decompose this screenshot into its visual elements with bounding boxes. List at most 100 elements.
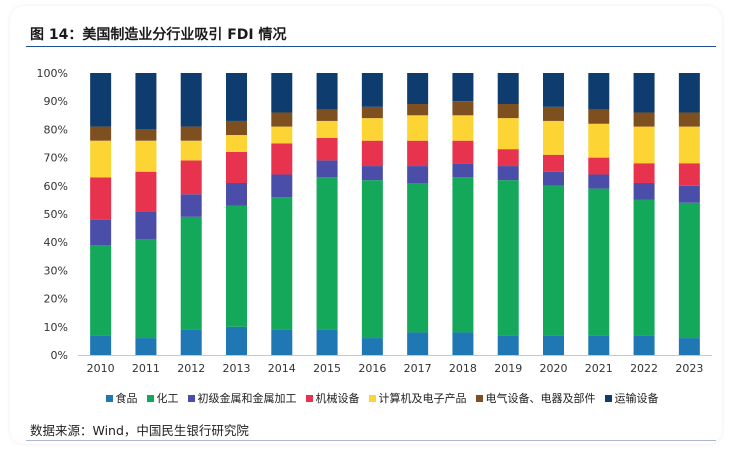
bar-segment: [407, 73, 429, 105]
bar-segment: [271, 174, 293, 198]
bar-segment: [180, 73, 202, 127]
bar-segment: [361, 73, 383, 107]
bar-segment: [452, 101, 474, 116]
bar-segment: [316, 160, 338, 178]
x-tick-label: 2012: [177, 362, 205, 375]
bar-segment: [497, 118, 519, 150]
legend-label: 初级金属和金属加工: [197, 392, 297, 405]
bar-segment: [226, 135, 247, 152]
bar-segment: [678, 112, 700, 127]
bar-segment: [497, 149, 519, 167]
bar-segment: [90, 140, 112, 178]
bar-segment: [588, 157, 610, 175]
x-tick-label: 2017: [404, 362, 432, 375]
bar-segment: [271, 197, 293, 330]
bar-segment: [361, 166, 383, 181]
bar-segment: [135, 239, 157, 339]
bar-segment: [633, 335, 655, 355]
bar-segment: [678, 338, 700, 355]
bar-segment: [361, 106, 383, 119]
bar-segment: [135, 338, 157, 355]
bar-segment: [678, 202, 700, 339]
bar-segment: [543, 106, 564, 121]
bar-segment: [226, 182, 247, 206]
bar-segment: [90, 335, 112, 355]
bar-segment: [226, 326, 247, 355]
legend-item: 计算机及电子产品: [368, 390, 467, 406]
bar-segment: [633, 73, 655, 113]
x-tick-label: 2023: [675, 362, 703, 375]
legend-swatch: [368, 394, 376, 402]
legend-swatch: [305, 394, 313, 402]
y-tick-label: 20%: [44, 293, 68, 306]
x-tick-label: 2010: [87, 362, 115, 375]
bar-segment: [90, 245, 112, 336]
y-tick-label: 90%: [44, 95, 68, 108]
bar-segment: [633, 199, 655, 336]
bar-segment: [543, 335, 564, 355]
bar-segment: [497, 166, 519, 181]
x-tick-label: 2015: [313, 362, 341, 375]
bar-segment: [316, 73, 338, 110]
bar-segment: [407, 140, 429, 167]
bar-segment: [588, 123, 610, 158]
bar-segment: [497, 180, 519, 336]
bar-segment: [271, 73, 293, 113]
bar-segment: [226, 205, 247, 327]
legend-swatch: [146, 394, 154, 402]
x-tick-label: 2011: [132, 362, 160, 375]
legend-label: 化工: [156, 392, 179, 405]
bar-segment: [407, 332, 429, 355]
bar-segment: [633, 126, 655, 164]
bar-segment: [633, 163, 655, 183]
bar-segment: [543, 154, 564, 172]
bar-segment: [361, 338, 383, 355]
bar-segment: [90, 126, 112, 141]
bar-segment: [226, 120, 247, 136]
y-tick-label: 60%: [44, 180, 68, 193]
bar-segment: [678, 185, 700, 203]
legend-item: 机械设备: [305, 390, 360, 406]
bar-segment: [226, 151, 247, 183]
bar-segment: [407, 166, 429, 183]
bar-segment: [135, 211, 157, 240]
legend-swatch: [105, 394, 113, 402]
legend-item: 电气设备、电器及部件: [475, 390, 596, 406]
bar-segment: [316, 120, 338, 138]
bar-segment: [407, 182, 429, 333]
bar-segment: [90, 219, 112, 246]
bar-segment: [90, 177, 112, 220]
y-tick-label: 100%: [37, 67, 68, 80]
bar-segment: [316, 109, 338, 121]
bar-segment: [226, 73, 247, 121]
legend-swatch: [604, 394, 612, 402]
bar-segment: [316, 329, 338, 355]
bar-segment: [452, 163, 474, 178]
bar-segment: [588, 73, 610, 110]
y-tick-label: 10%: [44, 321, 68, 334]
bar-segment: [452, 332, 474, 355]
bar-segment: [90, 73, 112, 127]
bar-segment: [271, 112, 293, 127]
bar-segment: [135, 129, 157, 141]
chart-title: 图 14：美国制造业分行业吸引 FDI 情况: [30, 27, 287, 43]
legend-label: 机械设备: [315, 392, 360, 405]
legend-item: 化工: [146, 390, 179, 406]
bar-segment: [588, 188, 610, 336]
legend-item: 初级金属和金属加工: [187, 390, 297, 406]
legend-item: 食品: [105, 390, 138, 406]
legend-label: 食品: [115, 392, 138, 405]
source-note: 数据来源：Wind，中国民生银行研究院: [30, 423, 249, 438]
x-tick-label: 2018: [449, 362, 477, 375]
bar-segment: [543, 185, 564, 336]
bar-segment: [497, 335, 519, 355]
bar-segment: [180, 140, 202, 161]
x-tick-label: 2019: [494, 362, 522, 375]
bar-segment: [135, 73, 157, 130]
bar-segment: [452, 73, 474, 102]
x-tick-label: 2013: [223, 362, 251, 375]
bar-segment: [588, 109, 610, 124]
bar-segment: [633, 112, 655, 127]
bar-segment: [678, 73, 700, 113]
bar-segment: [678, 163, 700, 186]
